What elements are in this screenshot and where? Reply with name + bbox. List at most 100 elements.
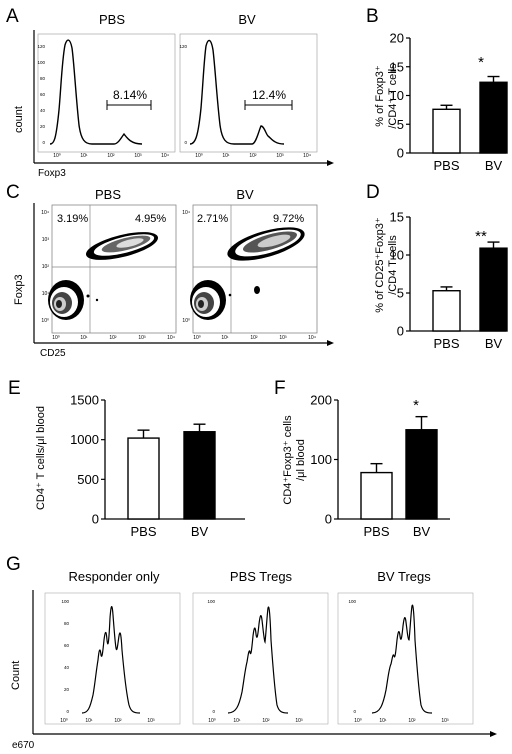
panel-a-plot2-ytick-0: 0 (184, 140, 187, 145)
panel-g-plot3-xtick-1: 10¹ (379, 718, 387, 724)
panel-f-bar-bv (405, 429, 438, 520)
panel-a-ytick-40: 40 (40, 108, 46, 113)
panel-b-significance: * (478, 54, 484, 71)
panel-a-ytick-120: 120 (37, 44, 45, 49)
panel-c-plot1-xtick-3: 10³ (138, 335, 146, 341)
panel-c-plot1-title: PBS (95, 187, 121, 202)
panel-a-ytick-100: 100 (37, 60, 45, 65)
panel-g-plot1-ytick-60: 60 (64, 643, 70, 648)
panel-d-xlabel-bv: BV (485, 336, 503, 351)
panel-a-plot2-xtick-4: 10⁴ (303, 153, 311, 159)
panel-a-xlabel: Foxp3 (38, 168, 66, 179)
panel-b-bar-pbs (432, 108, 461, 154)
panel-e-ytick-label-1500: 1500 (70, 393, 99, 408)
panel-c-plot2-xtick-2: 10² (250, 335, 258, 341)
panel-c-plot2-ytick-4: 10⁴ (182, 210, 190, 216)
panel-d-ytick-label-10: 10 (390, 248, 404, 263)
panel-c-plot1-ytick-2: 10² (42, 264, 50, 270)
panel-a: A PBS BV count Foxp3 120 100 80 60 40 20… (6, 6, 334, 179)
panel-g-ylabel: Count (10, 661, 22, 690)
panel-c-plot2-speck-1 (254, 286, 260, 294)
panel-d-xlabel-pbs: PBS (433, 336, 459, 351)
panel-b-ytick-label-0: 0 (397, 146, 404, 161)
panel-c-plot2-xtick-0: 10⁰ (193, 335, 201, 341)
panel-e-bar-bv (183, 431, 216, 520)
panel-a-plot2-xtick-2: 10² (249, 153, 257, 159)
panel-c-xlabel: CD25 (40, 348, 66, 359)
panel-c-plot2-title: BV (236, 187, 254, 202)
panel-g-plot1-xtick-2: 10² (114, 718, 122, 724)
panel-c-plot2-xtick-3: 10³ (279, 335, 287, 341)
panel-g-plot3-xtick-0: 10⁰ (354, 718, 362, 724)
panel-c: C PBS BV Foxp3 CD25 10⁴ 10³ 10² 10¹ 10⁰ … (6, 182, 334, 359)
panel-a-plot2-ytick-120: 120 (179, 44, 187, 49)
panel-g-plot1-xtick-3: 10³ (147, 718, 155, 724)
panel-f-xlabel-pbs: PBS (363, 524, 389, 539)
panel-a-plot1-xtick-4: 10⁴ (161, 153, 169, 159)
panel-a-plot2-xtick-3: 10³ (276, 153, 284, 159)
panel-d-significance: ** (475, 228, 487, 245)
panel-a-plot2-title: BV (238, 12, 256, 27)
panel-g-plot3-xtick-2: 10² (408, 718, 416, 724)
panel-g-plot2-xtick-3: 10³ (295, 718, 303, 724)
panel-g-plot1-ytick-40: 40 (64, 665, 70, 670)
panel-d: D % of CD25⁺Foxp3⁺ /CD4 T cells ** (366, 182, 487, 313)
panel-c-plot1-pop-upper-core (116, 238, 144, 248)
panel-g-x-arrow (490, 731, 497, 737)
panel-g-plot1-ytick-100: 100 (61, 599, 69, 604)
panel-g-plot3-histogram (371, 604, 433, 714)
panel-g-xlabel: e670 (12, 740, 35, 751)
panel-c-plot1-q-ur: 4.95% (135, 213, 166, 225)
panel-a-plot1-frame (37, 33, 176, 153)
panel-d-ytick-label-5: 5 (397, 286, 404, 301)
panel-b-xlabel-pbs: PBS (433, 158, 459, 173)
panel-d-bar-bv (479, 247, 508, 332)
panel-c-x-arrow (327, 340, 334, 346)
panel-a-plot1-gate-value: 8.14% (113, 88, 147, 102)
panel-c-plot1-q-ul: 3.19% (57, 213, 88, 225)
panel-d-ylabel-line2: /CD4 T cells (387, 235, 399, 295)
panel-e-xlabel-bv: BV (191, 524, 209, 539)
panel-a-ytick-0: 0 (42, 140, 45, 145)
panel-g-plot1-ytick-80: 80 (64, 621, 70, 626)
panel-a-ytick-60: 60 (40, 92, 46, 97)
panel-a-plot2-gate-value: 12.4% (252, 88, 286, 102)
panel-d-ylabel-line1: % of CD25⁺Foxp3⁺ (374, 217, 386, 313)
panel-c-plot1-ytick-3: 10³ (42, 237, 50, 243)
panel-g-plot3-title: BV Tregs (377, 569, 431, 584)
panel-label-g: G (6, 554, 21, 575)
panel-g-plot3-ytick-100: 100 (348, 599, 356, 604)
panel-f-ytick-label-200: 200 (310, 393, 332, 408)
panel-g-plot1-xtick-0: 10⁰ (60, 718, 68, 724)
panel-c-plot2-pop-lower-core (198, 300, 204, 308)
panel-b-ytick-label-20: 20 (390, 31, 404, 46)
panel-c-plot1-ytick-4: 10⁴ (41, 210, 49, 216)
panel-g-plot2-xtick-2: 10² (262, 718, 270, 724)
panel-g-plot2-xtick-1: 10¹ (233, 718, 241, 724)
bar-chart-e: 0 500 1000 1500 PBS BV (70, 393, 245, 539)
panel-b-bar-bv (479, 81, 508, 154)
panel-g-plot3-frame (337, 592, 474, 725)
panel-f: F CD4⁺Foxp3⁺ cells /μl blood * (274, 378, 419, 505)
panel-c-plot2-xtick-4: 10⁴ (308, 335, 316, 341)
panel-c-plot2-q-ur: 9.72% (273, 213, 304, 225)
panel-c-plot1-ytick-1: 10¹ (42, 291, 50, 297)
panel-c-plot1-xtick-2: 10² (109, 335, 117, 341)
panel-g-plot2-frame (192, 592, 329, 725)
panel-a-ytick-20: 20 (40, 124, 46, 129)
panel-a-plot1-title: PBS (99, 12, 125, 27)
panel-a-ylabel: count (13, 106, 25, 133)
panel-b-xlabel-bv: BV (485, 158, 503, 173)
panel-b-ytick-label-5: 5 (397, 117, 404, 132)
panel-c-plot1-xtick-4: 10⁴ (167, 335, 175, 341)
panel-g-plot1-xtick-1: 10¹ (85, 718, 93, 724)
panel-c-plot1-pop-lower-core (56, 300, 62, 308)
panel-f-significance: * (413, 397, 419, 414)
panel-a-plot1-histogram (49, 39, 143, 145)
panel-g-plot2-histogram (227, 606, 289, 714)
panel-c-plot2-frame (192, 204, 318, 334)
panel-label-c: C (6, 182, 20, 203)
panel-f-ytick-label-0: 0 (325, 512, 332, 527)
